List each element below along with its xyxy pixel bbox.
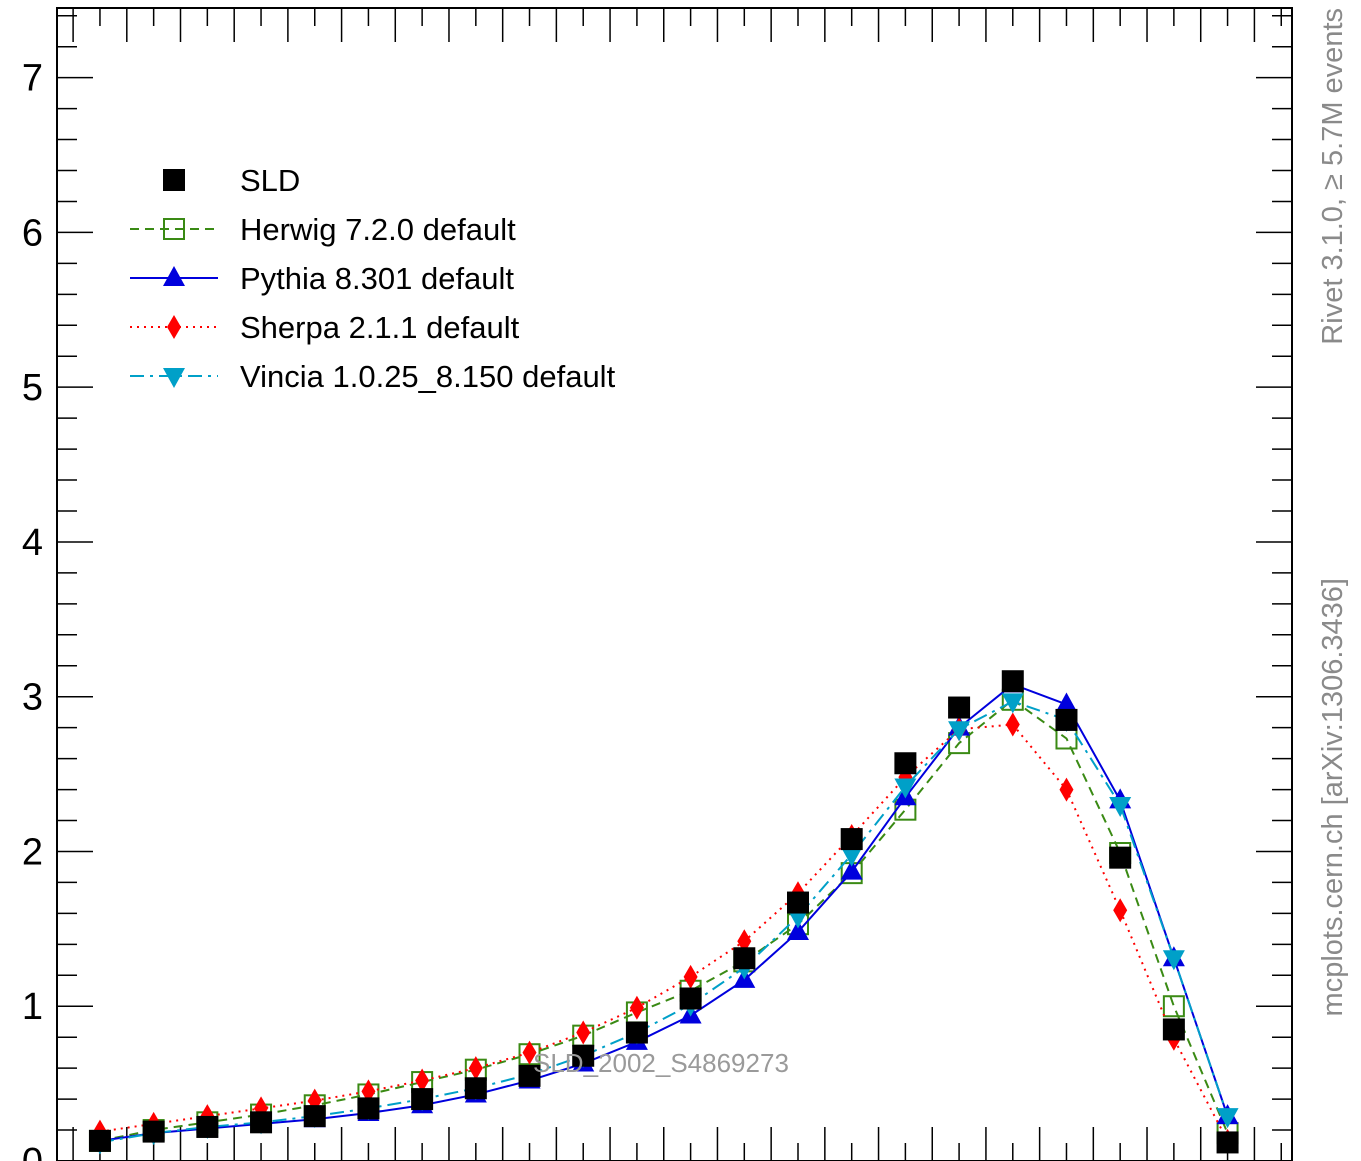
y-tick-label: 7 bbox=[22, 58, 43, 100]
data-point bbox=[411, 1088, 434, 1111]
legend-marker bbox=[163, 266, 185, 286]
data-point bbox=[1001, 670, 1024, 693]
series-layer bbox=[88, 670, 1239, 1155]
legend-label: SLD bbox=[240, 163, 300, 198]
data-point bbox=[733, 947, 756, 970]
legend-marker bbox=[167, 315, 181, 339]
data-point bbox=[1109, 846, 1132, 869]
series-line bbox=[99, 723, 1229, 1142]
data-point bbox=[840, 859, 863, 880]
series-line bbox=[99, 700, 1229, 1144]
data-point bbox=[1113, 898, 1128, 923]
data-point bbox=[1109, 797, 1132, 818]
data-point bbox=[196, 1115, 219, 1138]
series-0 bbox=[88, 670, 1239, 1154]
y-tick-label: 3 bbox=[22, 677, 43, 719]
data-point bbox=[1055, 708, 1078, 731]
series-line bbox=[99, 683, 1229, 1142]
legend-entry: Pythia 8.301 default bbox=[130, 261, 514, 296]
data-point bbox=[250, 1111, 273, 1134]
data-point bbox=[683, 964, 698, 989]
data-point bbox=[518, 1064, 541, 1087]
y-tick-label: 5 bbox=[22, 367, 43, 409]
legend-entry: Vincia 1.0.25_8.150 default bbox=[130, 359, 616, 394]
series-1 bbox=[88, 688, 1239, 1152]
data-point bbox=[1216, 1131, 1239, 1154]
legend-entry: SLD bbox=[163, 163, 300, 198]
y-tick-label: 1 bbox=[22, 986, 43, 1028]
data-point bbox=[468, 1056, 483, 1081]
data-point bbox=[576, 1020, 591, 1045]
data-point bbox=[787, 891, 809, 914]
legend-entry: Herwig 7.2.0 default bbox=[130, 212, 516, 247]
data-point bbox=[1162, 1018, 1185, 1041]
legend: SLD Herwig 7.2.0 default Pythia 8.301 defa… bbox=[130, 163, 616, 394]
plot-frame bbox=[56, 7, 1293, 1161]
axis-ticks bbox=[57, 8, 1292, 1161]
data-point bbox=[948, 696, 971, 719]
data-point bbox=[361, 1079, 376, 1104]
analysis-watermark: SLD_2002_S4869273 bbox=[533, 1048, 789, 1078]
data-point bbox=[1162, 950, 1185, 971]
data-point bbox=[357, 1097, 380, 1120]
legend-marker bbox=[163, 218, 185, 240]
data-point bbox=[415, 1068, 430, 1093]
legend-label: Vincia 1.0.25_8.150 default bbox=[240, 359, 616, 394]
data-point bbox=[948, 721, 971, 742]
legend-entry: Sherpa 2.1.1 default bbox=[130, 310, 520, 345]
data-point bbox=[629, 995, 644, 1020]
data-point bbox=[1001, 693, 1024, 714]
data-point bbox=[142, 1120, 165, 1143]
y-tick-label: 6 bbox=[22, 212, 43, 254]
data-point bbox=[625, 1021, 648, 1044]
data-point bbox=[894, 778, 917, 799]
data-point bbox=[1005, 712, 1020, 737]
series-line bbox=[99, 698, 1229, 1142]
data-point bbox=[840, 828, 863, 851]
legend-label: Herwig 7.2.0 default bbox=[240, 212, 516, 247]
data-point bbox=[679, 987, 702, 1010]
data-point bbox=[1059, 777, 1074, 802]
y-tick-label: 2 bbox=[22, 831, 43, 873]
series-3 bbox=[92, 712, 1235, 1153]
legend-marker bbox=[163, 368, 185, 388]
data-point bbox=[1162, 995, 1185, 1018]
legend-marker bbox=[163, 169, 185, 191]
data-point bbox=[894, 752, 917, 775]
data-point bbox=[303, 1105, 326, 1128]
mcplots-credit-label: mcplots.cern.ch [arXiv:1306.3436] bbox=[1317, 578, 1349, 1016]
data-point bbox=[840, 846, 863, 867]
data-point bbox=[787, 919, 809, 940]
rivet-version-label: Rivet 3.1.0, ≥ 5.7M events bbox=[1317, 8, 1349, 345]
y-tick-label: 4 bbox=[22, 522, 43, 564]
data-point bbox=[464, 1077, 487, 1100]
data-point bbox=[522, 1040, 537, 1065]
data-point bbox=[1216, 1108, 1239, 1129]
data-point bbox=[572, 1044, 595, 1067]
legend-label: Pythia 8.301 default bbox=[240, 261, 514, 296]
y-tick-labels: 0 1 2 3 4 5 6 7 bbox=[22, 58, 43, 1161]
data-point bbox=[737, 929, 752, 954]
legend-label: Sherpa 2.1.1 default bbox=[240, 310, 520, 345]
data-point bbox=[88, 1129, 111, 1152]
y-tick-label: 0 bbox=[22, 1141, 43, 1161]
data-point bbox=[1055, 692, 1078, 713]
series-4 bbox=[88, 693, 1239, 1155]
